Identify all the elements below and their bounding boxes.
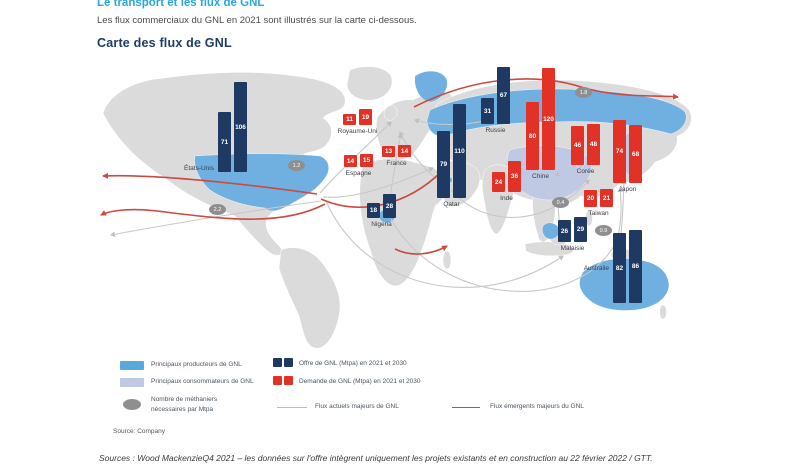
new-zealand-s	[659, 304, 667, 320]
world-map-svg	[100, 66, 692, 349]
legend-consumers-label: Principaux consommateurs de GNL	[151, 378, 254, 385]
legend-producers-label: Principaux producteurs de GNL	[151, 361, 242, 368]
carriers-oval-swatch	[123, 399, 141, 410]
country-label-royaume-uni: Royaume-Uni	[337, 128, 378, 135]
carriers-oval-atlantique-us-europe: 1.2	[288, 160, 305, 171]
demand-swatches	[273, 376, 295, 387]
japon-bar-2030: 68	[629, 125, 642, 183]
coree-bar-2030: 48	[587, 124, 600, 165]
country-label-coree: Corée	[576, 168, 595, 175]
consumers-swatch	[120, 378, 144, 387]
etats-unis-bar-2021: 71	[218, 112, 231, 172]
etats-unis-bar-2030: 106	[234, 82, 247, 172]
espagne-bar-2021: 14	[344, 155, 357, 167]
carriers-oval-arctique-russie-asie: 1.8	[575, 87, 592, 98]
madagascar	[442, 250, 452, 270]
legend-current-flow-label: Flux actuels majeurs de GNL	[315, 403, 399, 410]
france-bar-2030: 14	[398, 145, 411, 157]
legend-emerging-flow-label: Flux émergents majeurs du GNL	[490, 403, 584, 410]
legend-supply-label: Offre de GNL (Mtpa) en 2021 et 2030	[299, 360, 407, 367]
inde-bar-2021: 24	[492, 172, 505, 192]
africa	[359, 158, 449, 287]
country-label-taiwan: Taiwan	[588, 210, 609, 217]
country-label-qatar: Qatar	[443, 201, 460, 208]
country-label-nigeria: Nigeria	[371, 221, 392, 228]
russie-bar-2030: 67	[497, 67, 510, 124]
footer-sources: Sources : Wood MackenzieQ4 2021 – les do…	[99, 453, 653, 463]
producers-swatch	[120, 361, 144, 370]
country-label-etats-unis: États-Unis	[184, 165, 214, 172]
country-label-chine: Chine	[532, 173, 549, 180]
intro-text: Les flux commerciaux du GNL en 2021 sont…	[97, 15, 417, 26]
carriers-oval-asie-chine: 0.4	[552, 197, 569, 208]
japon-bar-2021: 74	[613, 120, 626, 183]
country-label-japon: Japon	[618, 186, 637, 193]
malaisie-bar-2021: 26	[558, 220, 571, 242]
australie-bar-2021: 82	[613, 233, 626, 303]
chine-bar-2030: 120	[542, 68, 555, 170]
south-america	[278, 247, 341, 349]
australie-bar-2030: 86	[629, 230, 642, 303]
united-kingdom	[383, 105, 398, 121]
map-title: Carte des flux de GNL	[97, 36, 232, 50]
country-label-inde: Inde	[500, 195, 513, 202]
country-label-france: France	[386, 160, 407, 167]
malaisie-bar-2030: 29	[574, 217, 587, 242]
france-bar-2021: 13	[382, 146, 395, 157]
nigeria-bar-2030: 28	[383, 194, 396, 218]
section-title: Le transport et les flux de GNL	[97, 0, 265, 9]
legend-carriers-label-2: nécessaires par Mtpa	[151, 406, 214, 413]
nigeria-bar-2021: 18	[367, 203, 380, 218]
legend-demand-label: Demande de GNL (Mtpa) en 2021 et 2030	[299, 378, 421, 385]
country-label-espagne: Espagne	[345, 170, 372, 177]
lng-flow-map: 71 106 États-Unis 11 19 Royaume-Uni 14 15 Espagn…	[95, 58, 790, 353]
country-label-malaisie: Malaisie	[560, 245, 585, 252]
emerging-flow-lines	[100, 78, 679, 255]
taiwan-bar-2021: 20	[584, 190, 597, 207]
inde-bar-2030: 36	[508, 161, 521, 192]
chine-bar-2021: 80	[526, 102, 539, 170]
qatar-bar-2021: 79	[437, 131, 450, 198]
malaysia-region	[542, 222, 560, 240]
qatar-bar-2030: 110	[453, 104, 466, 198]
country-label-russie: Russie	[485, 127, 506, 134]
source-note: Source: Company	[113, 428, 166, 435]
russie-bar-2021: 31	[481, 98, 494, 124]
taiwan-bar-2030: 21	[600, 189, 613, 207]
royaume-uni-bar-2021: 11	[343, 114, 356, 125]
carriers-oval-pacifique-us-asie: 2.2	[209, 204, 226, 215]
legend-carriers-label-1: Nombre de méthaniers	[151, 396, 218, 403]
coree-bar-2021: 46	[571, 126, 584, 165]
royaume-uni-bar-2030: 19	[359, 109, 372, 125]
greenland	[346, 66, 393, 101]
current-flow-swatch	[277, 407, 307, 408]
supply-swatches	[273, 358, 295, 369]
espagne-bar-2030: 15	[360, 154, 373, 167]
emerging-flow-swatch	[452, 407, 480, 408]
country-label-australie: Australie	[583, 265, 609, 272]
carriers-oval-australie-asie: 0.9	[595, 225, 612, 236]
